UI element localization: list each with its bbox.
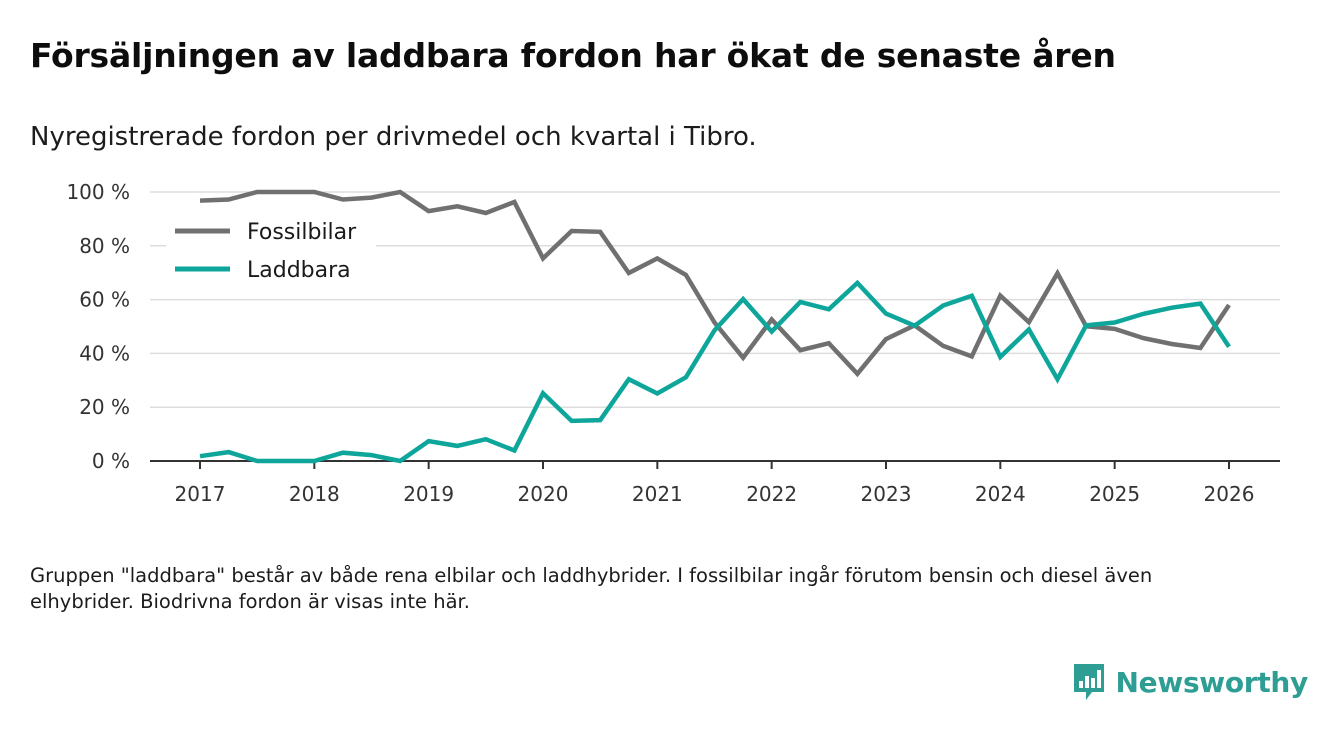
line-chart: 0 % 20 % 40 % 60 % 80 % 100 % 2017 2018 2019 2020…: [66, 180, 1280, 506]
x-tick-label: 2022: [746, 482, 797, 506]
x-tick-label: 2020: [518, 482, 569, 506]
chart-subtitle: Nyregistrerade fordon per drivmedel och …: [30, 122, 757, 152]
newsworthy-logo-icon: [1073, 664, 1104, 700]
series-line-laddbara: [199, 279, 1231, 464]
x-tick-label: 2019: [403, 482, 454, 506]
series-lines: [199, 189, 1231, 464]
brand-logo: Newsworthy: [1072, 662, 1308, 702]
legend-background: [166, 209, 376, 294]
x-tick-label: 2021: [632, 482, 683, 506]
series-line-fossilbilar: [199, 189, 1231, 378]
y-tick-label: 0 %: [92, 449, 130, 473]
legend: Fossilbilar Laddbara: [166, 209, 376, 294]
legend-label-fossilbilar: Fossilbilar: [247, 220, 357, 245]
y-tick-label: 40 %: [79, 341, 130, 365]
x-tick-label: 2023: [861, 482, 912, 506]
y-tick-label: 60 %: [79, 288, 130, 312]
y-tick-label: 80 %: [79, 234, 130, 258]
chart-footnote: Gruppen "laddbara" består av både rena e…: [30, 564, 1153, 613]
x-tick-label: 2024: [975, 482, 1026, 506]
y-tick-label: 20 %: [79, 395, 130, 419]
x-tick-label: 2017: [175, 482, 226, 506]
axes: 0 % 20 % 40 % 60 % 80 % 100 % 2017 2018 2019 2020…: [66, 180, 1280, 506]
brand-name: Newsworthy: [1115, 665, 1309, 699]
x-tick-label: 2025: [1089, 482, 1140, 506]
legend-label-laddbara: Laddbara: [247, 258, 351, 283]
y-tick-label: 100 %: [66, 180, 130, 204]
x-tick-label: 2026: [1204, 482, 1255, 506]
chart-title: Försäljningen av laddbara fordon har öka…: [30, 36, 1116, 75]
x-tick-label: 2018: [289, 482, 340, 506]
